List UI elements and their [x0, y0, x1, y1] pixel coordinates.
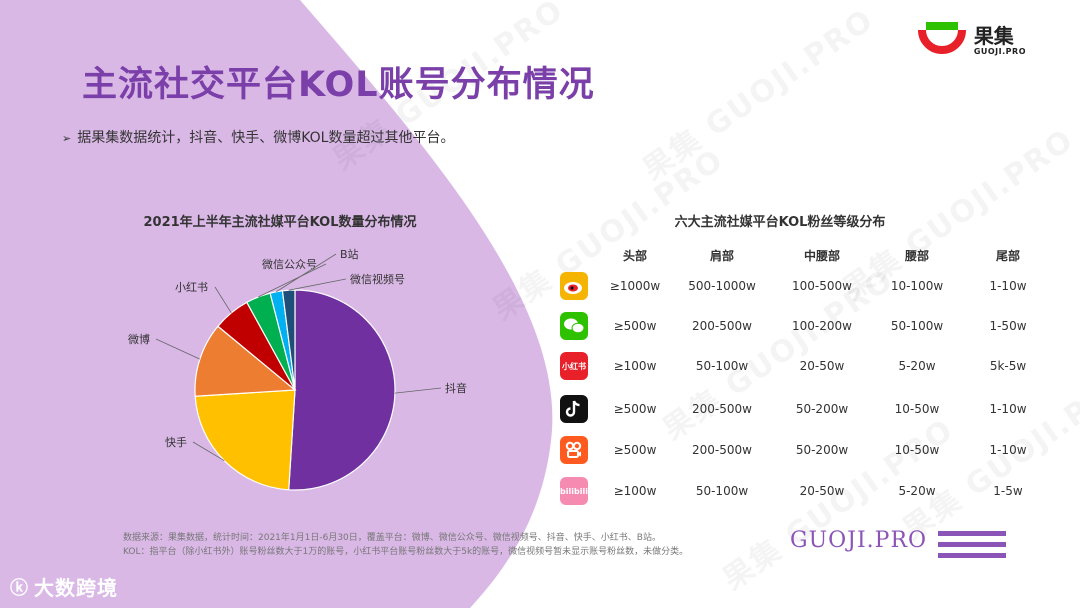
table-cell: 100-500w — [792, 279, 852, 293]
table-cell: 1-5w — [993, 484, 1023, 498]
pie-label: 微信公众号 — [262, 257, 317, 271]
table-cell: 1-10w — [989, 443, 1027, 457]
table-cell: 5-20w — [898, 359, 936, 373]
pie-label: 微博 — [128, 332, 150, 346]
table-header: 中腰部 — [803, 249, 841, 263]
pie-label: B站 — [340, 247, 359, 261]
table-cell: 50-100w — [695, 359, 749, 373]
page-title: 主流社交平台KOL账号分布情况 — [82, 65, 595, 105]
table-header: 腰部 — [904, 249, 930, 263]
arrow-bullet-icon: ➢ — [62, 132, 72, 145]
table-cell: 10-50w — [894, 443, 940, 457]
table-cell: 5-20w — [898, 484, 936, 498]
pie-leader-line — [192, 441, 225, 462]
logo-cn-text: 果集 — [973, 23, 1014, 48]
xiaohongshu-icon: 小红书 — [560, 352, 588, 380]
bottom-logo-text: 大数跨境 — [34, 576, 118, 600]
pie-leader-line — [258, 263, 327, 298]
pie-leader-line — [288, 278, 347, 291]
table-cell: 50-100w — [890, 319, 944, 333]
pie-label: 小红书 — [175, 281, 208, 294]
wechat-icon — [560, 312, 588, 340]
table-cell: ≥500w — [613, 443, 657, 457]
table-cell: ≥1000w — [609, 279, 661, 293]
table-cell: 200-500w — [692, 443, 752, 457]
bullet-point: ➢ 据果集数据统计，抖音、快手、微博KOL数量超过其他平台。 — [62, 127, 454, 147]
table-cell: 1-10w — [989, 279, 1027, 293]
table-cell: 1-10w — [989, 402, 1027, 416]
brand-logo: 果集 GUOJI.PRO — [917, 20, 1026, 60]
table-cell: 50-200w — [795, 402, 849, 416]
table-title: 六大主流社媒平台KOL粉丝等级分布 — [674, 215, 886, 230]
table-cell: 200-500w — [692, 319, 752, 333]
logo-en-text: GUOJI.PRO — [973, 46, 1026, 56]
douyin-icon — [560, 395, 588, 423]
bar-line — [938, 531, 1006, 536]
pie-slice-2 — [194, 325, 297, 397]
table-cell: ≥500w — [613, 319, 657, 333]
pie-slice-1 — [194, 389, 296, 491]
table-cell: 10-100w — [890, 279, 944, 293]
table-cell: ≥500w — [613, 402, 657, 416]
guoji-logo-icon — [917, 22, 966, 54]
footnote: 数据来源：果集数据，统计时间：2021年1月1日-6月30日，覆盖平台：微博、微… — [123, 531, 783, 559]
table-cell: 1-50w — [989, 319, 1027, 333]
bar-line — [938, 542, 1006, 547]
brand-footer-bars — [938, 531, 1006, 564]
bullet-text: 据果集数据统计，抖音、快手、微博KOL数量超过其他平台。 — [77, 130, 455, 146]
pie-chart-title: 2021年上半年主流社媒平台KOL数量分布情况 — [143, 215, 417, 230]
table-cell: ≥100w — [613, 359, 657, 373]
table-cell: 20-50w — [799, 359, 845, 373]
pie-leader-line — [276, 253, 337, 293]
dashu-logo-icon: ⓚ — [10, 577, 28, 599]
table-header: 尾部 — [995, 249, 1021, 263]
weibo-icon — [560, 272, 588, 300]
table-cell: 50-100w — [695, 484, 749, 498]
brand-footer-text: GUOJI.PRO — [790, 528, 928, 553]
bottom-left-logo: ⓚ 大数跨境 — [10, 572, 118, 601]
pie-label: 抖音 — [445, 381, 467, 395]
table-cell: 5k-5w — [989, 359, 1027, 373]
bar-line — [938, 553, 1006, 558]
table-header: 头部 — [622, 249, 648, 263]
footnote-line-2: KOL：指平台（除小红书外）账号粉丝数大于1万的账号，小红书平台账号粉丝数大于5… — [123, 547, 689, 557]
kuaishou-icon — [560, 436, 588, 464]
footnote-line-1: 数据来源：果集数据，统计时间：2021年1月1日-6月30日，覆盖平台：微博、微… — [123, 533, 661, 543]
table-cell: 20-50w — [799, 484, 845, 498]
table-cell: 10-50w — [894, 402, 940, 416]
table-cell: 500-1000w — [688, 279, 756, 293]
pie-slice-0 — [288, 289, 396, 491]
pie-label: 微信视频号 — [350, 272, 405, 286]
table-cell: ≥100w — [613, 484, 657, 498]
table-header: 肩部 — [709, 249, 735, 263]
pie-leader-line — [394, 387, 442, 394]
pie-leader-line — [155, 338, 201, 360]
table-cell: 100-200w — [792, 319, 852, 333]
table-cell: 50-200w — [795, 443, 849, 457]
table-cell: 200-500w — [692, 402, 752, 416]
pie-leader-line — [214, 286, 232, 314]
bilibili-icon: bilibili — [560, 477, 588, 505]
pie-label: 快手 — [165, 435, 187, 449]
